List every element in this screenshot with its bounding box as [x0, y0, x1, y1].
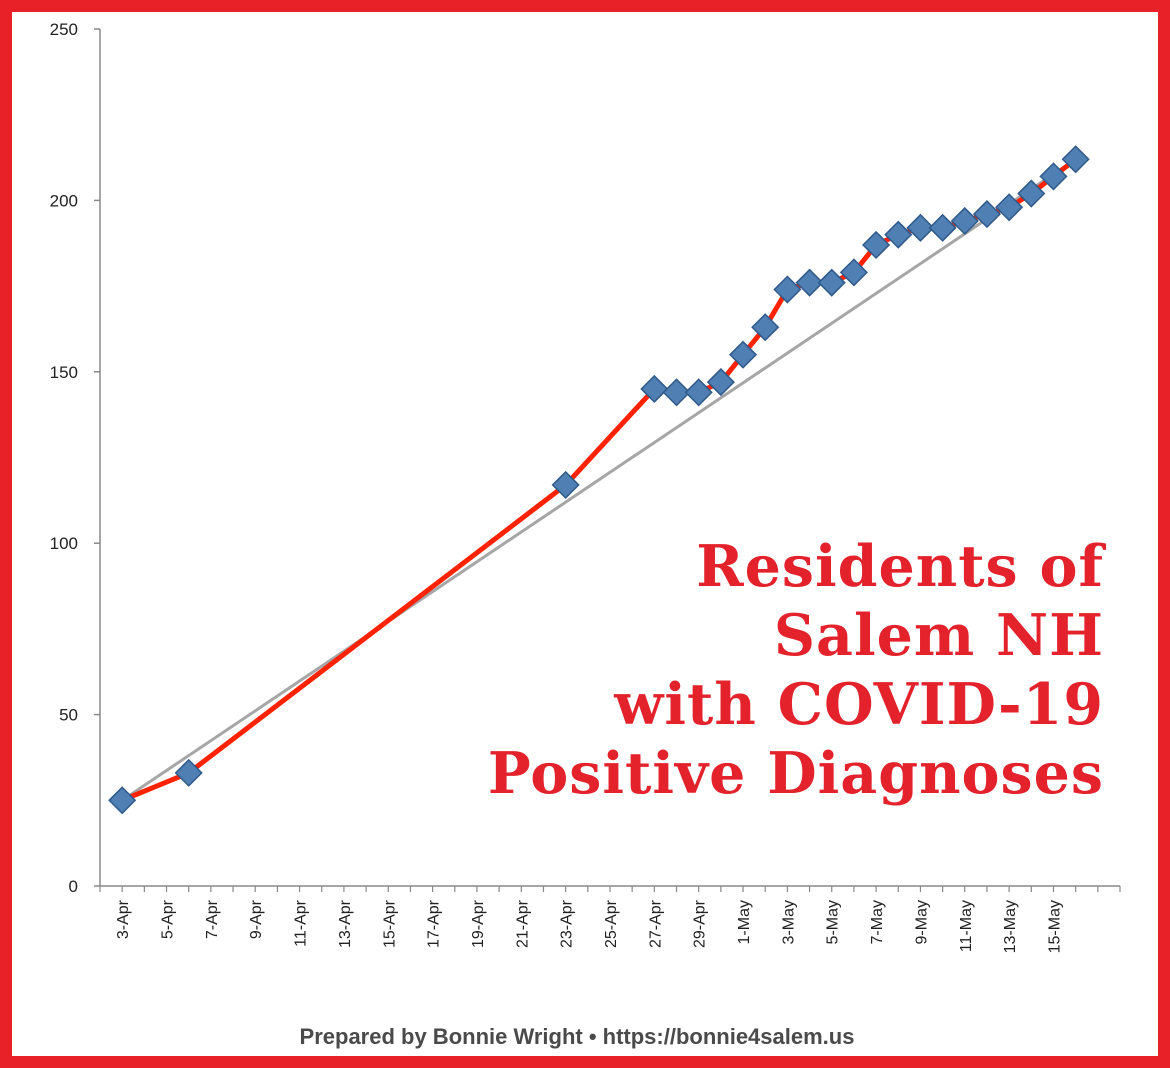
- x-tick-label: 25-Apr: [603, 899, 620, 948]
- x-tick-label: 3-May: [780, 900, 797, 944]
- x-tick-label: 9-Apr: [248, 899, 265, 939]
- data-point-marker: [950, 206, 979, 236]
- data-point-marker: [706, 368, 735, 397]
- title-line: Positive Diagnoses: [487, 740, 1104, 807]
- y-tick-label: 0: [69, 877, 78, 896]
- data-point-marker: [928, 213, 957, 242]
- y-tick-label: 200: [50, 191, 78, 210]
- x-tick-label: 5-Apr: [160, 899, 177, 939]
- x-tick-label: 7-Apr: [204, 899, 221, 939]
- data-point-marker: [817, 268, 846, 297]
- x-tick-label: 29-Apr: [692, 899, 709, 948]
- data-point-marker: [862, 230, 891, 260]
- y-tick-label: 150: [50, 363, 78, 382]
- x-tick-label: 9-May: [913, 900, 930, 944]
- y-tick-label: 250: [50, 20, 78, 39]
- x-tick-label: 3-Apr: [115, 899, 132, 939]
- x-tick-label: 13-Apr: [337, 899, 354, 948]
- x-tick-label: 17-Apr: [426, 899, 443, 948]
- data-point-marker: [995, 193, 1024, 222]
- y-tick-label: 100: [50, 534, 78, 553]
- data-point-marker: [108, 786, 137, 815]
- data-point-marker: [839, 258, 868, 287]
- data-point-marker: [773, 275, 802, 304]
- credit-footer: Prepared by Bonnie Wright • https://bonn…: [299, 1024, 855, 1049]
- x-tick-label: 15-Apr: [381, 899, 398, 948]
- data-point-marker: [751, 313, 780, 342]
- trendline: [121, 158, 1077, 802]
- data-point-marker: [662, 378, 691, 407]
- data-point-marker: [684, 378, 713, 407]
- y-axis-ticks: 0 50 100 150 200 250: [50, 20, 100, 896]
- data-point-marker: [551, 470, 580, 499]
- x-tick-label: 27-Apr: [647, 899, 664, 948]
- x-tick-label: 15-May: [1046, 900, 1063, 953]
- data-point-marker: [174, 758, 203, 787]
- x-tick-label: 5-May: [825, 900, 842, 944]
- x-axis-ticks: 3-Apr 5-Apr 7-Apr 9-Apr 11-Apr 13-Apr 15-Apr 17…: [99, 886, 1121, 953]
- x-tick-label: 23-Apr: [559, 899, 576, 948]
- data-point-marker: [906, 213, 935, 242]
- data-point-marker: [1039, 162, 1068, 191]
- x-tick-label: 21-Apr: [514, 899, 531, 948]
- data-point-marker: [640, 374, 669, 404]
- x-tick-label: 1-May: [736, 900, 753, 944]
- data-point-marker: [728, 340, 758, 369]
- data-point-marker: [795, 268, 824, 297]
- data-point-marker: [1017, 179, 1046, 208]
- x-tick-label: 11-May: [958, 900, 975, 952]
- data-point-marker: [972, 200, 1002, 229]
- x-tick-label: 7-May: [869, 900, 886, 944]
- series-markers: [108, 145, 1090, 815]
- x-tick-label: 19-Apr: [470, 899, 487, 948]
- data-point-marker: [884, 220, 913, 249]
- title-line: Salem NH: [773, 602, 1104, 669]
- title-line: Residents of: [696, 533, 1104, 600]
- x-tick-label: 13-May: [1002, 900, 1019, 953]
- trendline-segment: [121, 158, 1077, 802]
- title-line: with COVID-19: [614, 671, 1104, 738]
- chart-title: Residents of Salem NH with COVID-19 Posi…: [384, 532, 1104, 808]
- y-tick-label: 50: [59, 706, 78, 725]
- x-tick-label: 11-Apr: [293, 899, 310, 947]
- data-point-marker: [1061, 145, 1090, 174]
